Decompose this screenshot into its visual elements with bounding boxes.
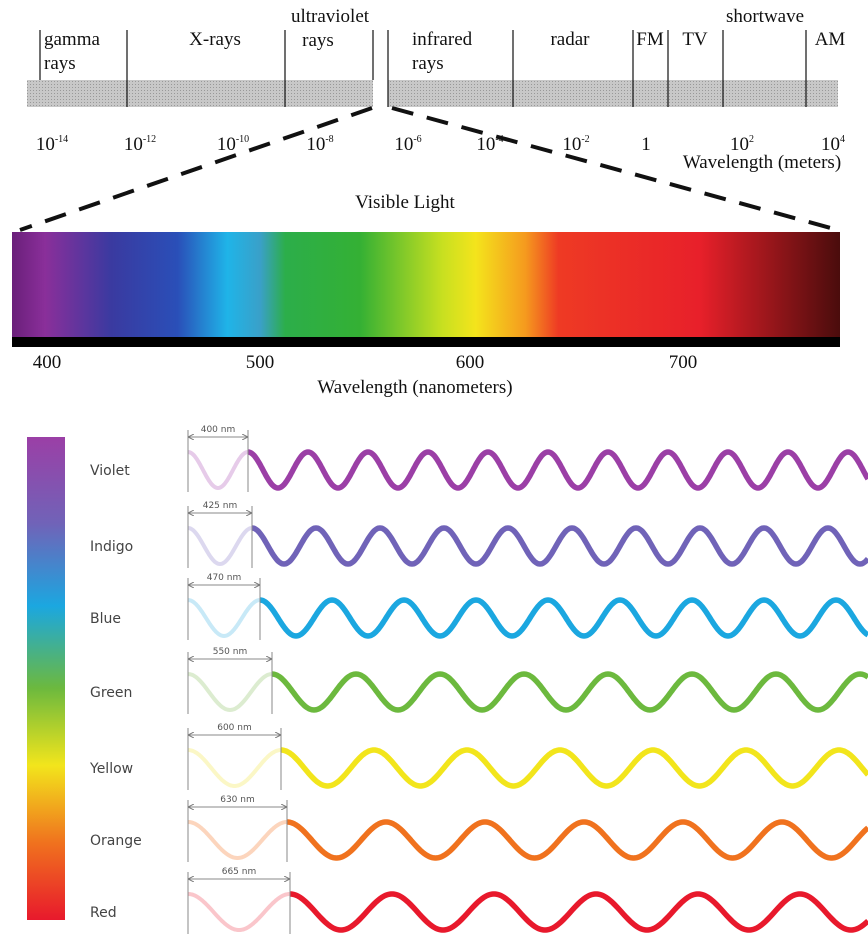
wave-preview (188, 820, 287, 860)
band-dividers (39, 30, 807, 107)
wave-preview (188, 892, 290, 932)
band-label: infrared (412, 29, 473, 50)
visible-spectrum (12, 232, 840, 337)
wavelength-tick: 10-10 (217, 134, 249, 155)
spectrum-base (12, 337, 840, 347)
tick-exponent: -12 (143, 134, 156, 145)
wavelength-tick: 10-2 (562, 134, 589, 155)
tick-exponent: -14 (55, 134, 68, 145)
wavelength-label: 665 nm (222, 867, 257, 877)
tick-base: 10 (730, 134, 749, 155)
wavelength-label: 550 nm (213, 647, 248, 657)
color-name: Orange (90, 833, 142, 849)
band-label: AM (815, 29, 846, 50)
tick-base: 10 (124, 134, 143, 155)
tick-exponent: -4 (495, 134, 503, 145)
band-label: shortwave (726, 6, 804, 27)
tick-exponent: -6 (413, 134, 421, 145)
wavelength-label: 470 nm (207, 573, 242, 583)
wavelength-tick: 10-4 (476, 134, 503, 155)
tick-base: 10 (306, 134, 325, 155)
band-label: ultraviolet (291, 6, 370, 27)
wave-preview (187, 450, 249, 491)
wavelength-tick: 10-12 (124, 134, 156, 155)
axis-label: Wavelength (nanometers) (317, 377, 512, 398)
tick-exponent: -8 (325, 134, 333, 145)
color-name: Violet (90, 463, 130, 479)
band-label: X-rays (189, 29, 241, 50)
visible-tick: 700 (669, 352, 698, 373)
wavelength-label: 400 nm (201, 425, 236, 435)
wave (259, 597, 868, 639)
band-label: FM (636, 29, 664, 50)
wavelength-tick: 1 (641, 134, 651, 155)
wave-preview (187, 526, 253, 567)
wavelength-tick: 10-8 (306, 134, 333, 155)
zoom-lines (19, 106, 839, 232)
tick-base: 1 (641, 134, 651, 155)
tick-exponent: 4 (840, 134, 845, 145)
color-name: Red (90, 905, 117, 921)
visible-tick: 500 (246, 352, 275, 373)
wave-preview (187, 672, 273, 713)
tick-base: 10 (562, 134, 581, 155)
tick-base: 10 (217, 134, 236, 155)
band-label: rays (302, 30, 334, 51)
tick-exponent: -2 (581, 134, 589, 145)
band-label: gamma (44, 29, 100, 50)
wavelength-tick: 10-14 (36, 134, 68, 155)
color-bar (27, 437, 65, 920)
wave (281, 747, 868, 789)
tick-exponent: 2 (749, 134, 754, 145)
wave (251, 525, 868, 567)
color-name: Indigo (90, 539, 133, 555)
visible-title: Visible Light (355, 192, 455, 213)
tick-base: 10 (821, 134, 840, 155)
band-label: radar (550, 29, 590, 50)
tick-base: 10 (36, 134, 55, 155)
spectrum-bar (27, 80, 373, 107)
wavelength-tick: 102 (730, 134, 754, 155)
wave-preview (187, 598, 261, 639)
wavelength-label: 630 nm (220, 795, 255, 805)
axis-label: Wavelength (meters) (683, 152, 841, 173)
wave (287, 819, 868, 861)
color-name: Blue (90, 611, 121, 627)
band-label: TV (682, 29, 708, 50)
wave-preview (188, 748, 281, 788)
wave (290, 891, 868, 933)
wave (271, 671, 868, 713)
spectrum-bar (388, 80, 838, 107)
wavelength-label: 600 nm (217, 723, 252, 733)
visible-tick: 400 (33, 352, 62, 373)
color-name: Green (90, 685, 132, 701)
tick-base: 10 (476, 134, 495, 155)
band-label: rays (44, 53, 76, 74)
wavelength-tick: 10-6 (394, 134, 421, 155)
visible-tick: 600 (456, 352, 485, 373)
tick-exponent: -10 (236, 134, 249, 145)
wave (247, 449, 868, 491)
tick-base: 10 (394, 134, 413, 155)
band-label: rays (412, 53, 444, 74)
color-name: Yellow (89, 761, 133, 777)
wavelength-label: 425 nm (203, 501, 238, 511)
wavelength-tick: 104 (821, 134, 845, 155)
